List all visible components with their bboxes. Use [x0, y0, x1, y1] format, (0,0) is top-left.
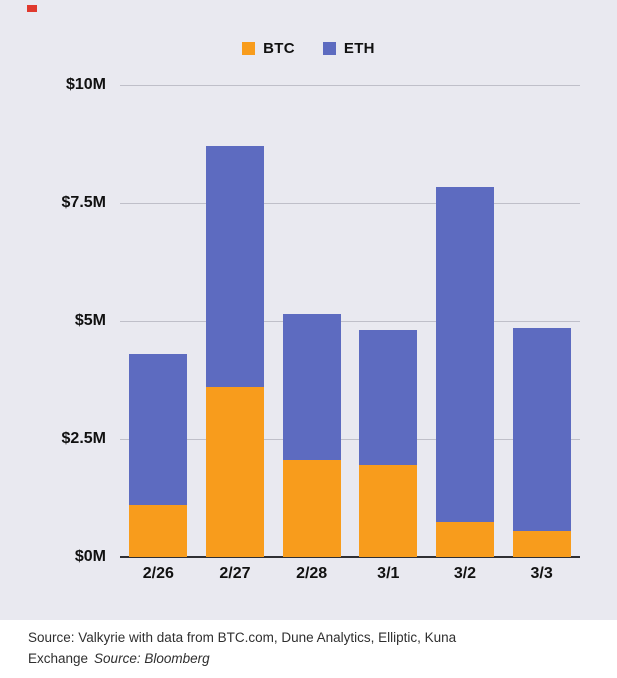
- source-line1: Source: Valkyrie with data from BTC.com,…: [28, 630, 457, 645]
- bars-row: [120, 85, 580, 557]
- x-axis-tick-label: 2/26: [142, 565, 174, 582]
- x-axis-baseline: [120, 556, 580, 558]
- bar-segment-eth: [129, 354, 188, 506]
- y-axis: $10M $7.5M $5M $2.5M $0M: [0, 76, 106, 565]
- bar-segment-eth: [359, 330, 418, 465]
- red-mark-icon: [27, 5, 37, 12]
- stacked-bar-2-27: [205, 85, 264, 557]
- legend-label: ETH: [343, 40, 375, 57]
- chart-legend: BTC ETH: [0, 40, 617, 57]
- legend-swatch-icon: [242, 42, 256, 55]
- bar-segment-eth: [435, 186, 494, 522]
- gridline: [120, 439, 580, 440]
- stacked-bar-3-3: [512, 85, 571, 557]
- stacked-bar-2-26: [129, 85, 188, 557]
- chart-section: BTC ETH $10M $7.5M $5M $2.5M $0M 2/26 2/27 2/28…: [0, 0, 617, 620]
- bar-segment-btc: [359, 464, 418, 557]
- bar-segment-btc: [205, 387, 264, 557]
- bar-segment-eth: [282, 313, 341, 461]
- x-axis: 2/26 2/27 2/28 3/1 3/2 3/3: [120, 565, 580, 583]
- bar-segment-btc: [282, 460, 341, 557]
- bloomberg-attribution: Source: Bloomberg: [94, 650, 210, 666]
- bar-segment-eth: [205, 146, 264, 388]
- y-axis-tick-label: $5M: [74, 312, 106, 329]
- legend-item-eth: ETH: [322, 40, 375, 57]
- legend-label: BTC: [263, 40, 295, 57]
- bar-segment-btc: [512, 531, 571, 557]
- stacked-bar-2-28: [282, 85, 341, 557]
- x-axis-tick-label: 3/1: [377, 565, 400, 582]
- x-axis-tick-label: 2/28: [296, 565, 328, 582]
- y-axis-tick-label: $7.5M: [61, 194, 106, 211]
- x-axis-tick-label: 3/2: [453, 565, 477, 582]
- gridline: [120, 321, 580, 322]
- x-axis-tick-label: 3/3: [530, 565, 553, 582]
- bar-segment-eth: [512, 328, 571, 532]
- gridline: [120, 85, 580, 86]
- source-line2: Exchange: [28, 650, 89, 666]
- gridline: [120, 203, 580, 204]
- legend-item-btc: BTC: [242, 40, 295, 57]
- legend-swatch-icon: [322, 42, 336, 55]
- stacked-bar-3-2: [435, 85, 494, 557]
- y-axis-tick-label: $2.5M: [61, 430, 106, 447]
- bar-segment-btc: [129, 505, 188, 557]
- source-footer: Source: Valkyrie with data from BTC.com,…: [0, 620, 617, 678]
- y-axis-tick-label: $0M: [74, 548, 106, 565]
- x-axis-tick-label: 2/27: [219, 565, 251, 582]
- y-axis-tick-label: $10M: [65, 76, 106, 93]
- bar-segment-btc: [435, 521, 494, 557]
- plot-area: [120, 85, 580, 558]
- stacked-bar-3-1: [359, 85, 418, 557]
